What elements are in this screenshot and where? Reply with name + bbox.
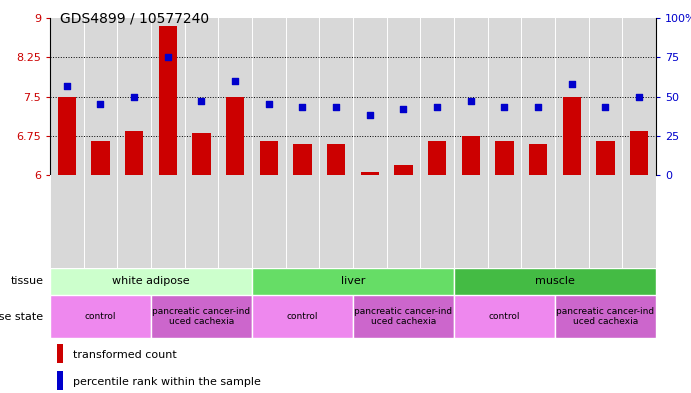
Text: tissue: tissue: [10, 277, 44, 286]
Bar: [529, 143, 547, 175]
Text: GDS4899 / 10577240: GDS4899 / 10577240: [60, 12, 209, 26]
Point: [465, 98, 476, 105]
Text: control: control: [85, 312, 116, 321]
Bar: [454, 295, 555, 338]
Bar: [57, 97, 76, 175]
Bar: [596, 141, 615, 175]
Bar: [353, 295, 454, 338]
Bar: [428, 141, 446, 175]
Bar: [293, 143, 312, 175]
Bar: [495, 141, 513, 175]
Text: liver: liver: [341, 277, 365, 286]
Bar: [252, 268, 454, 295]
Text: pancreatic cancer-ind
uced cachexia: pancreatic cancer-ind uced cachexia: [153, 307, 251, 326]
Bar: [562, 97, 581, 175]
Point: [432, 105, 443, 111]
Text: control: control: [489, 312, 520, 321]
Bar: [252, 295, 353, 338]
Text: disease state: disease state: [0, 312, 44, 321]
Point: [61, 83, 73, 89]
Bar: [462, 136, 480, 175]
Point: [533, 105, 544, 111]
Bar: [151, 295, 252, 338]
Bar: [361, 173, 379, 175]
Text: control: control: [287, 312, 319, 321]
Bar: [91, 141, 110, 175]
Bar: [454, 268, 656, 295]
Bar: [158, 26, 177, 175]
Bar: [50, 295, 151, 338]
Text: muscle: muscle: [535, 277, 575, 286]
Bar: [395, 165, 413, 175]
Point: [162, 54, 173, 61]
Point: [634, 94, 645, 100]
Point: [567, 81, 578, 87]
Text: pancreatic cancer-ind
uced cachexia: pancreatic cancer-ind uced cachexia: [354, 307, 453, 326]
Bar: [50, 268, 252, 295]
Bar: [57, 343, 63, 363]
Text: percentile rank within the sample: percentile rank within the sample: [73, 377, 261, 387]
Point: [600, 105, 611, 111]
Bar: [192, 133, 211, 175]
Point: [364, 112, 375, 118]
Point: [229, 78, 240, 84]
Bar: [125, 130, 144, 175]
Text: transformed count: transformed count: [73, 349, 178, 360]
Text: pancreatic cancer-ind
uced cachexia: pancreatic cancer-ind uced cachexia: [556, 307, 654, 326]
Bar: [555, 295, 656, 338]
Point: [129, 94, 140, 100]
Point: [297, 105, 308, 111]
Bar: [327, 143, 346, 175]
Point: [196, 98, 207, 105]
Point: [263, 101, 274, 108]
Point: [499, 105, 510, 111]
Text: white adipose: white adipose: [112, 277, 190, 286]
Bar: [630, 130, 648, 175]
Point: [398, 106, 409, 112]
Bar: [260, 141, 278, 175]
Point: [330, 105, 341, 111]
Point: [95, 101, 106, 108]
Bar: [226, 97, 245, 175]
Bar: [57, 371, 63, 390]
